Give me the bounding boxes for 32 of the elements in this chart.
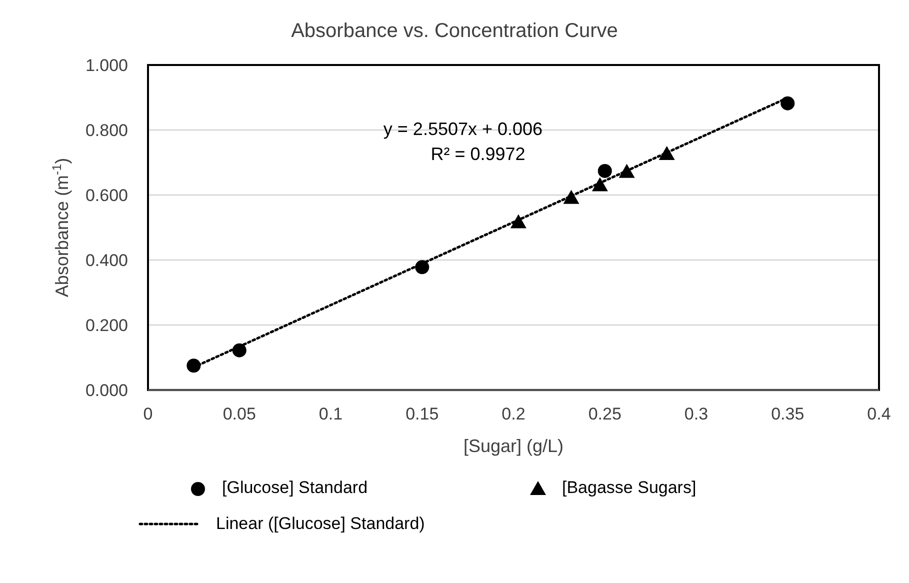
point xyxy=(563,190,580,204)
x-tick-label: 0 xyxy=(143,404,153,424)
y-tick-label: 1.000 xyxy=(85,56,128,76)
x-tick-label: 0.1 xyxy=(318,404,343,424)
y-tick-label: 0.600 xyxy=(85,186,128,206)
point xyxy=(232,343,246,358)
point xyxy=(780,96,795,110)
y-tick-label: 0.200 xyxy=(85,316,128,336)
point xyxy=(592,177,608,192)
legend-label: [Bagasse Sugars] xyxy=(562,478,696,498)
x-tick-label: 0.3 xyxy=(684,404,708,424)
point xyxy=(510,214,526,228)
annotation: y = 2.5507x + 0.006 xyxy=(383,119,543,139)
point xyxy=(618,164,635,178)
y-tick-label: 0.000 xyxy=(85,381,128,400)
x-tick-label: 0.35 xyxy=(771,404,804,424)
y-tick-label: 0.400 xyxy=(85,251,128,270)
x-tick-label: 0.05 xyxy=(222,404,256,424)
legend-label: Linear ([Glucose] Standard) xyxy=(216,514,425,534)
x-tick-label: 0.4 xyxy=(867,404,891,424)
x-axis-title: [Sugar] (g/L) xyxy=(463,436,564,456)
y-tick-label: 0.800 xyxy=(85,121,128,140)
x-tick-label: 0.2 xyxy=(502,404,526,424)
point xyxy=(598,164,612,178)
chart-title: Absorbance vs. Concentration Curve xyxy=(290,20,619,44)
annotation: R² = 0.9972 xyxy=(430,144,526,164)
x-tick-label: 0.15 xyxy=(406,404,439,424)
point xyxy=(415,260,430,274)
point xyxy=(658,146,675,160)
point xyxy=(186,358,201,373)
legend-label: [Glucose] Standard xyxy=(222,478,368,498)
x-tick-label: 0.25 xyxy=(588,404,622,424)
